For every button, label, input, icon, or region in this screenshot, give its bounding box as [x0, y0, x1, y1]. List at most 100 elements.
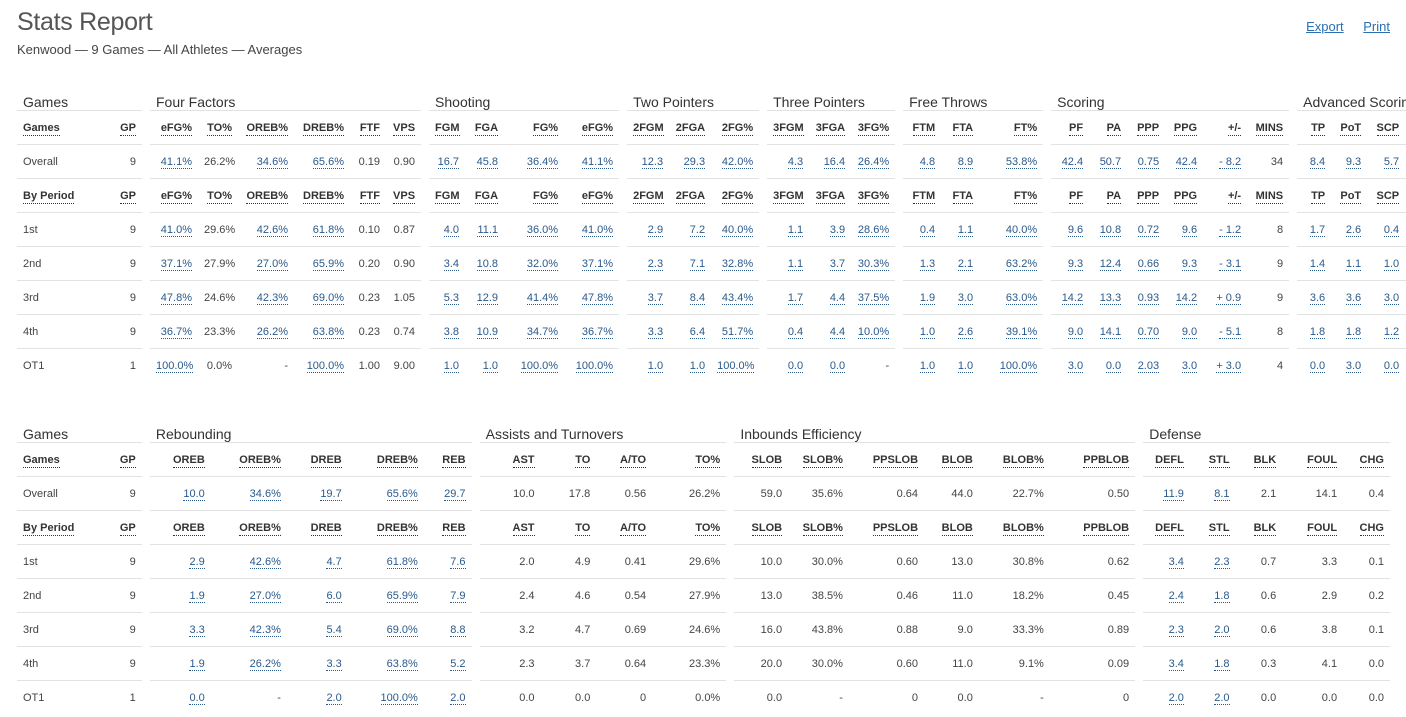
- column-header[interactable]: TO: [575, 521, 591, 536]
- stat-link[interactable]: 41.4%: [526, 291, 559, 305]
- column-header[interactable]: SLOB: [751, 521, 783, 536]
- column-header[interactable]: GP: [120, 121, 136, 136]
- stat-link[interactable]: 42.6%: [249, 555, 281, 569]
- stat-link[interactable]: 0.72: [1137, 223, 1160, 237]
- column-header[interactable]: FGA: [474, 121, 499, 136]
- stat-link[interactable]: 1.8: [1309, 325, 1326, 339]
- stat-link[interactable]: 40.0%: [721, 223, 754, 237]
- stat-link[interactable]: 36.7%: [160, 325, 192, 339]
- column-header[interactable]: +/-: [1227, 121, 1242, 136]
- column-header[interactable]: VPS: [393, 189, 416, 204]
- stat-link[interactable]: 1.0: [919, 359, 936, 373]
- column-header[interactable]: DREB%: [303, 189, 344, 204]
- column-header[interactable]: DREB: [310, 453, 342, 468]
- stat-link[interactable]: 43.4%: [721, 291, 754, 305]
- stat-link[interactable]: 63.8%: [312, 325, 344, 339]
- stat-link[interactable]: 1.1: [1345, 257, 1362, 271]
- stat-link[interactable]: 9.3: [1345, 155, 1362, 169]
- column-header[interactable]: TP: [1311, 189, 1326, 204]
- column-header[interactable]: PPSLOB: [872, 453, 919, 468]
- column-header[interactable]: FGA: [474, 189, 499, 204]
- column-header[interactable]: PoT: [1340, 189, 1362, 204]
- stat-link[interactable]: 9.0: [1181, 325, 1198, 339]
- stat-link[interactable]: 0.0: [189, 691, 205, 705]
- column-header[interactable]: OREB: [172, 521, 205, 536]
- stat-link[interactable]: 53.8%: [1005, 155, 1038, 169]
- stat-link[interactable]: 5.2: [450, 657, 466, 671]
- stat-link[interactable]: 41.1%: [581, 155, 614, 169]
- stat-link[interactable]: 4.3: [787, 155, 804, 169]
- stat-link[interactable]: 3.4: [1168, 657, 1184, 671]
- stat-link[interactable]: 51.7%: [721, 325, 754, 339]
- column-header[interactable]: TO: [575, 453, 591, 468]
- stat-link[interactable]: 7.2: [689, 223, 706, 237]
- stat-link[interactable]: 41.0%: [160, 223, 192, 237]
- column-header[interactable]: 3FG%: [857, 121, 890, 136]
- stat-link[interactable]: 100.0%: [999, 359, 1038, 373]
- stat-link[interactable]: 4.4: [829, 291, 846, 305]
- stat-link[interactable]: 1.3: [919, 257, 936, 271]
- stat-link[interactable]: 50.7: [1099, 155, 1122, 169]
- stat-link[interactable]: 36.7%: [581, 325, 614, 339]
- stat-link[interactable]: 4.4: [829, 325, 846, 339]
- column-header[interactable]: eFG%: [160, 121, 192, 136]
- column-header[interactable]: FT%: [1013, 189, 1038, 204]
- column-header[interactable]: OREB%: [239, 521, 281, 536]
- column-header[interactable]: eFG%: [581, 189, 614, 204]
- column-header[interactable]: TP: [1311, 121, 1326, 136]
- stat-link[interactable]: 16.7: [437, 155, 460, 169]
- stat-link[interactable]: 2.1: [957, 257, 974, 271]
- stat-link[interactable]: 5.3: [443, 291, 460, 305]
- stat-link[interactable]: 47.8%: [160, 291, 192, 305]
- stat-link[interactable]: 3.3: [189, 623, 205, 637]
- stat-link[interactable]: 10.8: [1099, 223, 1122, 237]
- stat-link[interactable]: - 3.1: [1219, 257, 1242, 271]
- stat-link[interactable]: 1.0: [1383, 257, 1400, 271]
- column-header[interactable]: VPS: [393, 121, 416, 136]
- column-header[interactable]: TO%: [207, 121, 232, 136]
- stat-link[interactable]: 8.8: [450, 623, 466, 637]
- stat-link[interactable]: 3.0: [1181, 359, 1198, 373]
- column-header[interactable]: DEFL: [1155, 521, 1184, 536]
- stat-link[interactable]: 2.0: [1214, 623, 1230, 637]
- column-header[interactable]: 3FG%: [857, 189, 890, 204]
- stat-link[interactable]: 63.0%: [1005, 291, 1038, 305]
- stat-link[interactable]: 1.8: [1214, 657, 1230, 671]
- column-header[interactable]: 2FGM: [633, 121, 664, 136]
- stat-link[interactable]: 3.7: [647, 291, 664, 305]
- stat-link[interactable]: 2.3: [647, 257, 664, 271]
- column-header[interactable]: FOUL: [1307, 521, 1338, 536]
- stat-link[interactable]: 61.8%: [312, 223, 344, 237]
- stat-link[interactable]: 1.8: [1214, 589, 1230, 603]
- stat-link[interactable]: 10.9: [476, 325, 499, 339]
- column-header[interactable]: BLK: [1253, 521, 1277, 536]
- stat-link[interactable]: 14.2: [1061, 291, 1084, 305]
- stat-link[interactable]: 61.8%: [386, 555, 418, 569]
- stat-link[interactable]: 4.8: [919, 155, 936, 169]
- column-header[interactable]: OREB%: [239, 453, 281, 468]
- stat-link[interactable]: 9.3: [1181, 257, 1198, 271]
- stat-link[interactable]: 0.4: [919, 223, 936, 237]
- stat-link[interactable]: 3.0: [1067, 359, 1084, 373]
- stat-link[interactable]: 14.1: [1099, 325, 1122, 339]
- column-header[interactable]: 2FGM: [633, 189, 664, 204]
- print-link[interactable]: Print: [1363, 19, 1390, 34]
- stat-link[interactable]: 1.7: [787, 291, 804, 305]
- stat-link[interactable]: 3.3: [647, 325, 664, 339]
- column-header[interactable]: GP: [120, 189, 136, 204]
- stat-link[interactable]: 3.6: [1309, 291, 1326, 305]
- stat-link[interactable]: 30.3%: [857, 257, 890, 271]
- column-header[interactable]: TO%: [207, 189, 232, 204]
- stat-link[interactable]: 39.1%: [1005, 325, 1038, 339]
- column-header[interactable]: DREB%: [376, 521, 418, 536]
- stat-link[interactable]: 1.0: [957, 359, 974, 373]
- stat-link[interactable]: 1.8: [1345, 325, 1362, 339]
- stat-link[interactable]: 8.1: [1214, 487, 1230, 501]
- column-header[interactable]: MINS: [1255, 189, 1284, 204]
- column-header[interactable]: 3FGA: [815, 189, 846, 204]
- stat-link[interactable]: 0.4: [1383, 223, 1400, 237]
- column-header[interactable]: AST: [512, 453, 535, 468]
- stat-link[interactable]: 14.2: [1175, 291, 1198, 305]
- stat-link[interactable]: 65.9%: [386, 589, 418, 603]
- stat-link[interactable]: 41.0%: [581, 223, 614, 237]
